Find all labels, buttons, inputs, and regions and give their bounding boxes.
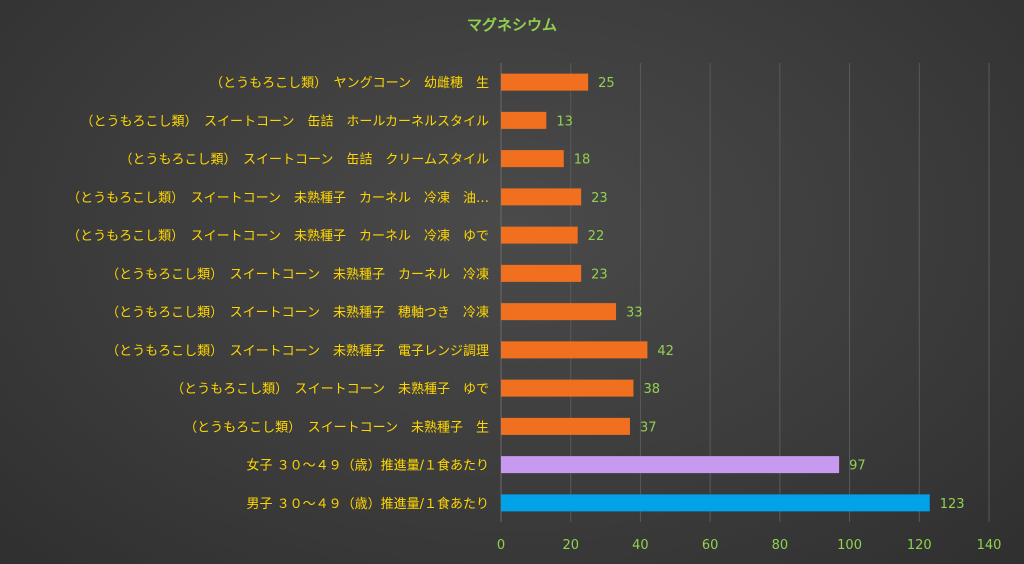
bar xyxy=(501,456,840,474)
category-label: （とうもろこし類） スイートコーン 未熟種子 生 xyxy=(184,419,489,435)
category-label: （とうもろこし類） スイートコーン 未熟種子 カーネル 冷凍 ゆで xyxy=(67,228,489,244)
bars xyxy=(501,73,930,512)
category-label: （とうもろこし類） スイートコーン 未熟種子 穂軸つき 冷凍 xyxy=(106,305,489,321)
value-label: 22 xyxy=(588,229,605,244)
bar xyxy=(501,494,930,512)
bar xyxy=(501,379,634,397)
chart-title: マグネシウム xyxy=(467,16,557,34)
x-tick-label: 0 xyxy=(497,538,505,553)
bar xyxy=(501,341,648,359)
value-label: 13 xyxy=(556,114,573,129)
x-tick-label: 60 xyxy=(702,538,719,553)
bar xyxy=(501,417,630,435)
category-labels: （とうもろこし類） ヤングコーン 幼雌穂 生 （とうもろこし類） スイートコーン … xyxy=(67,75,489,512)
value-label: 23 xyxy=(591,267,608,282)
x-axis-ticks: 0 20 40 60 80 100 120 140 xyxy=(497,538,1002,553)
x-tick-label: 80 xyxy=(772,538,789,553)
value-label: 25 xyxy=(598,76,615,91)
category-label: 男子 ３０～４９（歳）推進量/１食あたり xyxy=(246,496,489,512)
value-label: 123 xyxy=(940,497,965,512)
x-tick-label: 140 xyxy=(977,538,1002,553)
x-tick-label: 20 xyxy=(562,538,579,553)
category-label: （とうもろこし類） スイートコーン 未熟種子 カーネル 冷凍 xyxy=(106,266,489,282)
x-tick-label: 120 xyxy=(907,538,932,553)
bar xyxy=(501,188,582,206)
category-label: （とうもろこし類） スイートコーン 缶詰 クリームスタイル xyxy=(120,152,489,168)
bar xyxy=(501,73,589,91)
x-tick-label: 100 xyxy=(837,538,862,553)
category-label: 女子 ３０～４９（歳）推進量/１食あたり xyxy=(246,458,489,474)
value-label: 38 xyxy=(643,382,660,397)
grid-lines xyxy=(500,63,990,522)
bar xyxy=(501,264,582,282)
category-label: （とうもろこし類） スイートコーン 未熟種子 電子レンジ調理 xyxy=(106,343,489,359)
value-labels: 25 13 18 23 22 23 33 42 38 37 97 123 xyxy=(556,76,964,512)
category-label: （とうもろこし類） スイートコーン 未熟種子 ゆで xyxy=(171,381,489,397)
category-label: （とうもろこし類） スイートコーン 未熟種子 カーネル 冷凍 油… xyxy=(67,190,489,206)
bar xyxy=(501,150,564,168)
category-label: （とうもろこし類） ヤングコーン 幼雌穂 生 xyxy=(210,75,489,91)
value-label: 23 xyxy=(591,191,608,206)
bar xyxy=(501,226,578,244)
value-label: 33 xyxy=(626,306,643,321)
value-label: 37 xyxy=(640,420,657,435)
value-label: 42 xyxy=(657,344,674,359)
value-label: 97 xyxy=(849,459,866,474)
value-label: 18 xyxy=(574,153,591,168)
x-tick-label: 40 xyxy=(632,538,649,553)
bar xyxy=(501,303,617,321)
category-label: （とうもろこし類） スイートコーン 缶詰 ホールカーネルスタイル xyxy=(81,113,489,129)
bar xyxy=(501,111,547,129)
